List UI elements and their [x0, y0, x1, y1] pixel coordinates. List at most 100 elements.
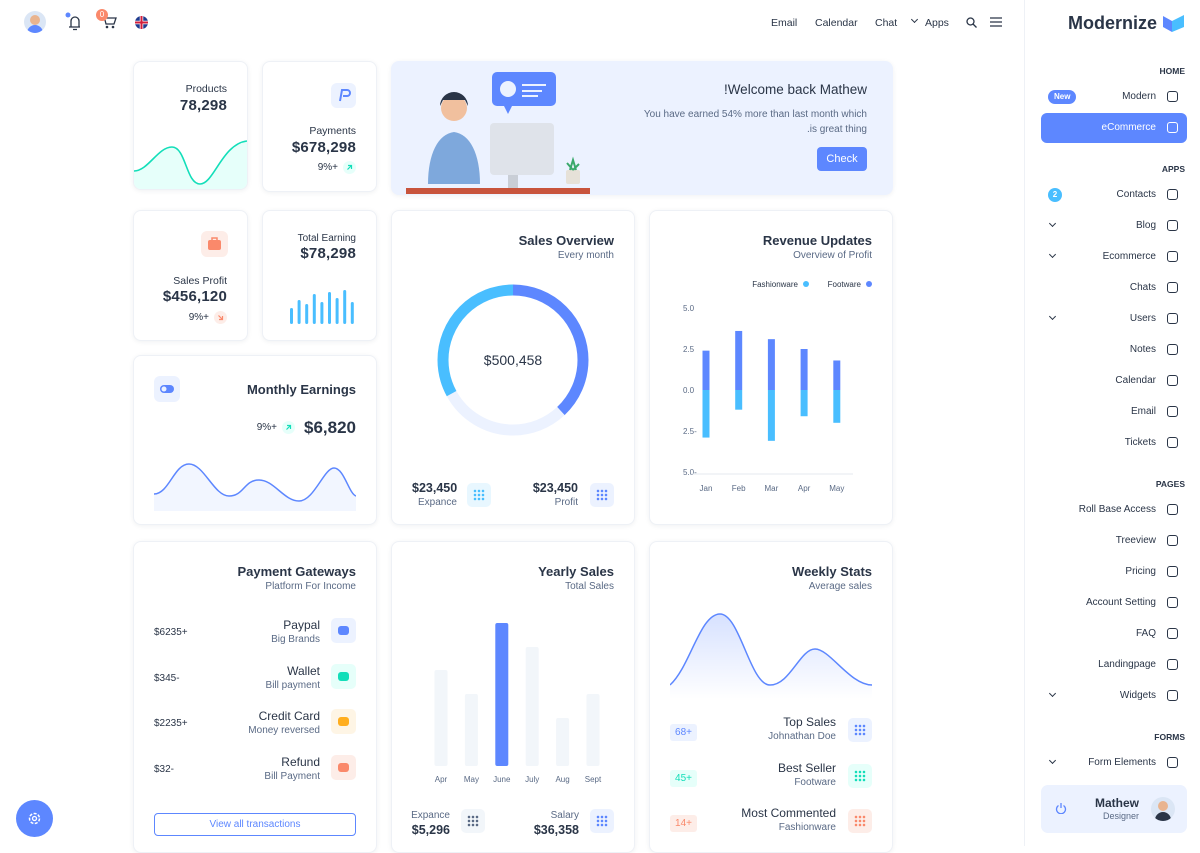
nav-badge: New — [1048, 90, 1077, 104]
nav-item[interactable]: Widgets — [1041, 681, 1187, 711]
stat-label: Expance — [411, 810, 450, 821]
nav-item[interactable]: Notes — [1041, 335, 1187, 365]
donut-total: $500,458 — [484, 352, 543, 368]
nav-icon — [1167, 437, 1178, 448]
subtitle: Every month — [557, 250, 614, 261]
profile-avatar — [1151, 797, 1175, 821]
gateway-desc: Bill Payment — [264, 770, 320, 782]
nav-label: Users — [1129, 313, 1156, 324]
nav-item[interactable]: Contacts 2 — [1041, 180, 1187, 210]
welcome-text: .is great thing — [806, 124, 867, 135]
value: $678,298 — [291, 139, 356, 156]
nav-item[interactable]: Treeview — [1041, 526, 1187, 556]
gateway-desc: Bill payment — [265, 679, 320, 691]
brand: Modernize — [1067, 13, 1157, 33]
nav-label: Widgets — [1119, 690, 1156, 701]
nav-item[interactable]: Landingpage — [1041, 650, 1187, 680]
donut-chart: $500,458 — [437, 284, 589, 436]
bar — [434, 670, 448, 766]
nav-link[interactable]: Chat — [875, 17, 898, 29]
nav-icon — [1167, 690, 1178, 701]
nav-label: FAQ — [1135, 628, 1156, 639]
view-all-button[interactable]: View all transactions — [154, 813, 356, 836]
nav-item[interactable]: Modern New — [1041, 82, 1187, 112]
payments-card: Payments $678,298 9%+ — [262, 61, 377, 192]
nav-icon — [1167, 344, 1178, 355]
search[interactable] — [966, 17, 977, 28]
nav-item[interactable]: FAQ — [1041, 619, 1187, 649]
gateway-amount: $345- — [154, 672, 180, 684]
gateway-name: Refund — [281, 754, 320, 769]
nav-label: Account Setting — [1085, 597, 1156, 608]
payments-icon — [331, 83, 356, 108]
nav-label: Calendar — [1115, 375, 1156, 386]
title: Revenue Updates — [762, 233, 872, 248]
bar — [343, 290, 347, 324]
brand-logo — [1163, 15, 1184, 32]
nav-item[interactable]: Calendar — [1041, 366, 1187, 396]
notifications[interactable] — [64, 12, 84, 32]
menu[interactable] — [990, 17, 1002, 27]
nav-item[interactable]: Roll Base Access — [1041, 495, 1187, 525]
bar — [735, 330, 743, 390]
bar — [833, 360, 841, 390]
stat-subtitle: Footware — [794, 776, 836, 788]
stat-icon — [590, 483, 614, 507]
nav-item[interactable]: Pricing — [1041, 557, 1187, 587]
stat-badge: 45+ — [670, 769, 697, 787]
nav-item[interactable]: eCommerce — [1041, 113, 1187, 143]
nav-item[interactable]: Account Setting — [1041, 588, 1187, 618]
settings-button[interactable] — [16, 800, 53, 837]
legend-dot — [866, 281, 872, 287]
bar — [350, 302, 354, 324]
label: Products — [185, 83, 227, 95]
bar — [586, 694, 600, 766]
chevron — [1048, 756, 1057, 765]
nav-item[interactable]: Blog — [1041, 211, 1187, 241]
nav-icon — [1167, 566, 1178, 577]
nav-item[interactable]: Ecommerce — [1041, 242, 1187, 272]
section-title: HOME — [1159, 66, 1186, 76]
title: Weekly Stats — [792, 564, 872, 579]
x-tick-label: May — [829, 484, 844, 493]
nav-link[interactable]: Apps — [925, 17, 949, 29]
y-tick-label: 2.5 — [683, 345, 695, 354]
nav-icon — [1167, 122, 1178, 133]
nav-label: Modern — [1122, 91, 1156, 102]
nav-link[interactable]: Email — [771, 17, 798, 29]
stat-badge: 14+ — [670, 815, 697, 832]
gateway-desc: Big Brands — [271, 634, 320, 645]
nav-link[interactable]: Calendar — [815, 17, 858, 29]
nav-item[interactable]: Chats — [1041, 273, 1187, 303]
sidebar-border — [1024, 0, 1025, 846]
y-tick-label: 5.0- — [683, 468, 697, 477]
welcome-title: !Welcome back Mathew — [723, 82, 867, 97]
nav-label: Email — [1130, 406, 1156, 417]
nav-item[interactable]: Tickets — [1041, 428, 1187, 458]
bar — [328, 292, 331, 324]
legend-label: Footware — [828, 280, 862, 289]
label: Payments — [309, 125, 356, 137]
language-flag[interactable] — [135, 16, 148, 29]
logout[interactable] — [1055, 802, 1067, 814]
value: $456,120 — [162, 288, 227, 305]
stat-label: Expance — [418, 497, 457, 508]
stat-icon — [590, 809, 614, 833]
nav-item[interactable]: Email — [1041, 397, 1187, 427]
gateway-amount: $6235+ — [154, 627, 188, 638]
nav-item[interactable]: Users — [1041, 304, 1187, 334]
bar — [335, 298, 339, 324]
revenue-chart: 5.0- 2.5- 0.0 2.5 5.0 Fashionware Footware Jan F… — [683, 280, 872, 493]
nav-label: Roll Base Access — [1078, 504, 1156, 515]
bar — [800, 390, 808, 417]
x-tick-label: Apr — [435, 775, 448, 784]
bar — [312, 294, 316, 324]
nav-icon — [1167, 535, 1178, 546]
stat-label: Profit — [554, 497, 578, 508]
check-button[interactable]: Check — [817, 147, 867, 171]
bar — [800, 349, 808, 390]
bar — [495, 623, 509, 766]
avatar[interactable] — [24, 11, 46, 33]
nav-item[interactable]: Form Elements — [1041, 748, 1187, 778]
section-title: APPS — [1161, 164, 1185, 174]
